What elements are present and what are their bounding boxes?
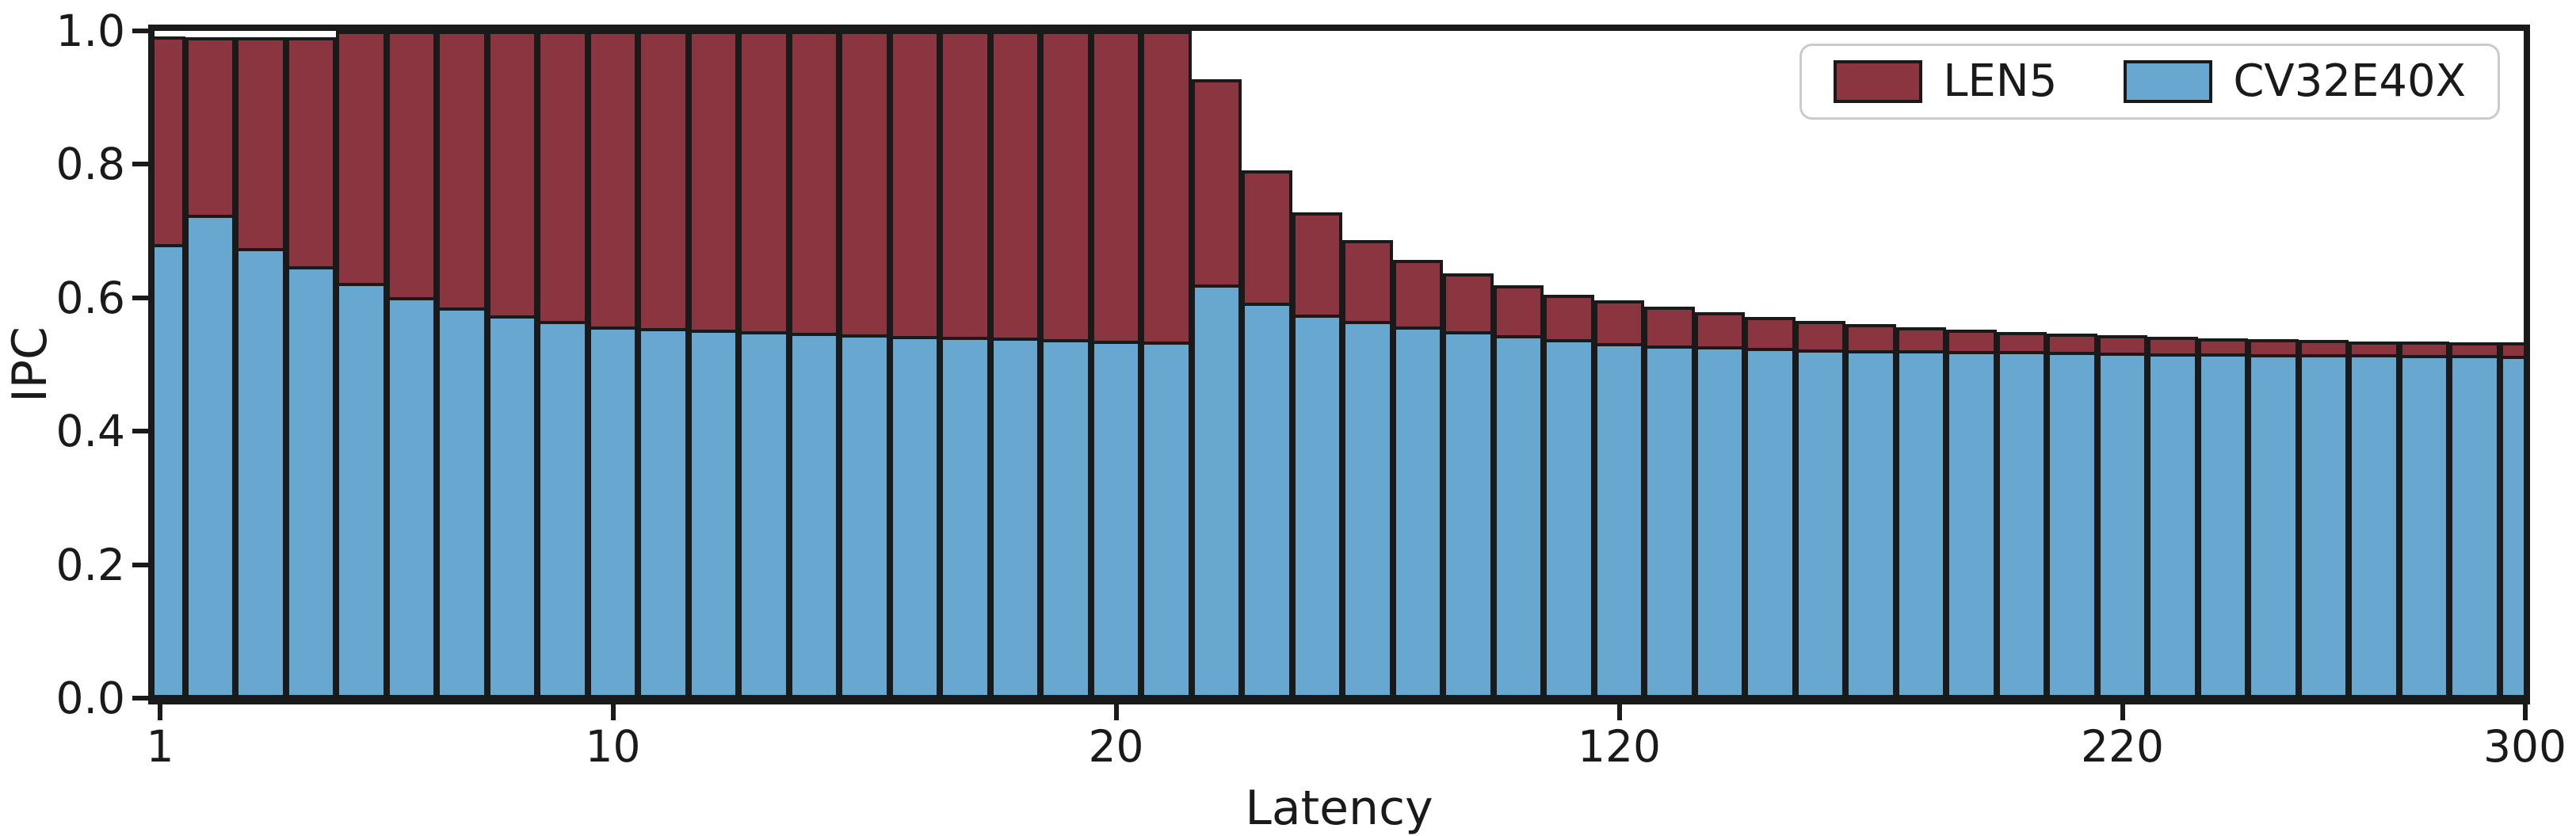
x-tick-mark-10 <box>610 704 616 720</box>
bar-cv32e40x-lat180 <box>1895 350 1947 698</box>
y-tick-mark-0.4 <box>132 429 148 434</box>
bar-cv32e40x-lat90 <box>1443 331 1494 698</box>
bar-cv32e40x-lat7 <box>437 307 487 698</box>
x-tick-mark-1 <box>158 704 162 720</box>
bar-cv32e40x-lat4 <box>285 266 337 698</box>
bar-cv32e40x-lat140 <box>1694 346 1746 698</box>
bar-cv32e40x-lat14 <box>788 333 840 698</box>
bar-cv32e40x-lat5 <box>336 283 387 698</box>
y-tick-mark-0.6 <box>132 295 148 300</box>
bar-cv32e40x-lat15 <box>839 334 890 698</box>
x-tick-label-10: 10 <box>585 721 641 772</box>
bar-cv32e40x-lat290 <box>2449 355 2500 698</box>
bar-cv32e40x-lat6 <box>386 297 437 698</box>
bar-cv32e40x-lat11 <box>638 328 689 698</box>
bar-cv32e40x-lat270 <box>2349 354 2399 698</box>
legend-item-cv32e40x: CV32E40X <box>2124 59 2466 104</box>
bar-cv32e40x-lat150 <box>1745 348 1796 698</box>
y-tick-label-0.0: 0.0 <box>55 673 125 723</box>
bar-cv32e40x-lat220 <box>2097 353 2148 698</box>
x-tick-label-300: 300 <box>2483 721 2566 772</box>
bar-cv32e40x-lat17 <box>940 337 990 698</box>
bar-cv32e40x-lat170 <box>1845 350 1896 698</box>
bar-cv32e40x-lat160 <box>1795 349 1846 698</box>
bar-cv32e40x-lat190 <box>1946 351 1997 698</box>
y-tick-label-0.6: 0.6 <box>55 272 125 323</box>
y-tick-mark-1.0 <box>132 29 148 33</box>
bar-cv32e40x-lat120 <box>1593 343 1645 698</box>
x-tick-label-120: 120 <box>1578 721 1661 772</box>
bar-cv32e40x-lat250 <box>2248 354 2299 698</box>
bar-cv32e40x-lat19 <box>1040 339 1091 698</box>
bar-cv32e40x-lat10 <box>587 326 639 698</box>
plot-area <box>155 31 2524 698</box>
bar-cv32e40x-lat70 <box>1342 321 1393 698</box>
bar-cv32e40x-lat200 <box>1996 351 2047 698</box>
y-tick-label-1.0: 1.0 <box>55 6 125 56</box>
x-tick-label-1: 1 <box>146 721 174 772</box>
legend-label-len5: LEN5 <box>1943 55 2058 107</box>
x-tick-mark-20 <box>1113 704 1119 720</box>
bar-cv32e40x-lat300 <box>2499 356 2524 698</box>
bar-cv32e40x-lat60 <box>1292 315 1343 698</box>
legend-swatch-cv32e40x <box>2124 60 2213 103</box>
bar-cv32e40x-lat1 <box>155 244 185 698</box>
bar-cv32e40x-lat12 <box>688 330 739 698</box>
bar-cv32e40x-lat50 <box>1242 303 1292 698</box>
y-tick-label-0.4: 0.4 <box>55 406 125 457</box>
legend-swatch-len5 <box>1834 60 1923 103</box>
bar-cv32e40x-lat100 <box>1493 335 1544 698</box>
legend-item-len5: LEN5 <box>1834 59 2057 104</box>
x-axis-label: Latency <box>1245 781 1433 836</box>
bar-cv32e40x-lat30 <box>1141 342 1192 698</box>
bar-cv32e40x-lat3 <box>235 248 286 698</box>
x-tick-label-20: 20 <box>1088 721 1144 772</box>
bar-cv32e40x-lat9 <box>537 321 588 698</box>
bar-cv32e40x-lat130 <box>1644 345 1695 698</box>
y-axis-label: IPC <box>2 326 58 403</box>
x-tick-label-220: 220 <box>2081 721 2164 772</box>
bar-cv32e40x-lat13 <box>738 331 789 698</box>
bar-cv32e40x-lat16 <box>889 336 941 698</box>
bar-cv32e40x-lat8 <box>487 315 538 698</box>
bar-cv32e40x-lat40 <box>1191 284 1242 698</box>
legend: LEN5 CV32E40X <box>1799 44 2500 120</box>
y-tick-mark-0.0 <box>132 696 148 700</box>
x-tick-mark-300 <box>2522 704 2528 720</box>
x-tick-mark-220 <box>2120 704 2125 720</box>
y-tick-label-0.8: 0.8 <box>55 139 125 190</box>
y-tick-label-0.2: 0.2 <box>55 539 125 590</box>
bar-cv32e40x-lat20 <box>1090 341 1142 698</box>
legend-label-cv32e40x: CV32E40X <box>2233 55 2466 107</box>
bar-cv32e40x-lat210 <box>2047 352 2097 698</box>
bar-cv32e40x-lat2 <box>185 215 236 698</box>
bar-cv32e40x-lat110 <box>1544 339 1594 698</box>
y-tick-mark-0.2 <box>132 562 148 567</box>
bar-cv32e40x-lat18 <box>990 338 1041 698</box>
y-tick-mark-0.8 <box>132 162 148 167</box>
bar-cv32e40x-lat260 <box>2298 354 2349 698</box>
bar-cv32e40x-lat240 <box>2197 353 2249 698</box>
bar-cv32e40x-lat80 <box>1392 326 1444 698</box>
x-tick-mark-120 <box>1616 704 1622 720</box>
bar-cv32e40x-lat280 <box>2399 355 2450 698</box>
bar-cv32e40x-lat230 <box>2147 353 2198 698</box>
